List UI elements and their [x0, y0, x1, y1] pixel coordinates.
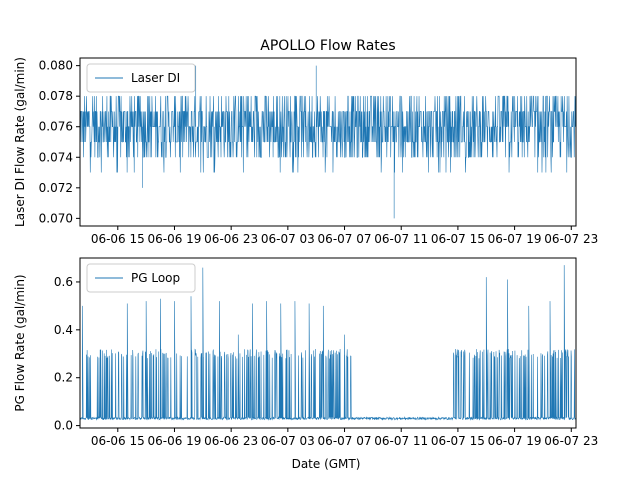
x-tick-label: 06-07 23 — [544, 434, 598, 448]
x-tick-label: 06-07 23 — [544, 232, 598, 246]
x-tick-label: 06-07 07 — [318, 232, 372, 246]
x-tick-label: 06-06 19 — [147, 232, 201, 246]
chart-title: APOLLO Flow Rates — [260, 38, 395, 54]
x-tick-label: 06-06 15 — [91, 434, 145, 448]
x-tick-label: 06-06 19 — [147, 434, 201, 448]
y-tick-label: 0.070 — [39, 211, 73, 225]
legend-entry: Laser DI — [131, 71, 180, 85]
x-tick-label: 06-07 19 — [488, 434, 542, 448]
x-tick-label: 06-06 23 — [204, 434, 258, 448]
pg-loop-y-ticks: 0.0 0.2 0.4 0.6 — [54, 275, 80, 433]
laser-di-panel: 06-06 15 06-06 19 06-06 23 06-07 03 06-07 07… — [13, 57, 598, 246]
y-tick-label: 0.076 — [39, 120, 73, 134]
y-tick-label: 0.4 — [54, 323, 73, 337]
y-tick-label: 0.074 — [39, 150, 73, 164]
y-tick-label: 0.078 — [39, 89, 73, 103]
x-tick-label: 06-06 15 — [91, 232, 145, 246]
pg-loop-axes-frame — [79, 257, 577, 429]
x-tick-label: 06-07 15 — [431, 434, 485, 448]
x-tick-label: 06-07 15 — [431, 232, 485, 246]
pg-loop-y-axis-label: PG Flow Rate (gal/min) — [13, 274, 27, 411]
laser-di-y-ticks: 0.070 0.072 0.074 0.076 0.078 0.080 — [39, 59, 80, 225]
legend-box — [86, 63, 196, 93]
pg-loop-x-ticks: 06-06 15 06-06 19 06-06 23 06-07 03 06-07 07… — [91, 428, 598, 448]
x-tick-label: 06-07 03 — [261, 232, 315, 246]
x-tick-label: 06-07 03 — [261, 434, 315, 448]
legend-entry: PG Loop — [131, 271, 180, 285]
pg-loop-panel: 06-06 15 06-06 19 06-06 23 06-07 03 06-07 07… — [13, 257, 598, 448]
laser-di-legend: Laser DI — [86, 63, 196, 93]
pg-loop-legend: PG Loop — [86, 263, 196, 293]
y-tick-label: 0.0 — [54, 419, 73, 433]
x-axis-label: Date (GMT) — [292, 457, 361, 471]
y-tick-label: 0.6 — [54, 275, 73, 289]
pg-loop-series — [79, 265, 577, 421]
x-tick-label: 06-07 07 — [318, 434, 372, 448]
y-tick-label: 0.072 — [39, 181, 73, 195]
x-tick-label: 06-07 11 — [374, 434, 428, 448]
laser-di-y-axis-label: Laser DI Flow Rate (gal/min) — [13, 57, 27, 227]
x-tick-label: 06-07 11 — [374, 232, 428, 246]
pg-loop-line — [79, 265, 577, 421]
y-tick-label: 0.080 — [39, 59, 73, 73]
x-tick-label: 06-06 23 — [204, 232, 258, 246]
x-tick-label: 06-07 19 — [488, 232, 542, 246]
legend-box — [86, 263, 196, 293]
laser-di-axes-frame — [79, 57, 577, 227]
y-tick-label: 0.2 — [54, 371, 73, 385]
laser-di-x-ticks: 06-06 15 06-06 19 06-06 23 06-07 03 06-07 07… — [91, 226, 598, 246]
